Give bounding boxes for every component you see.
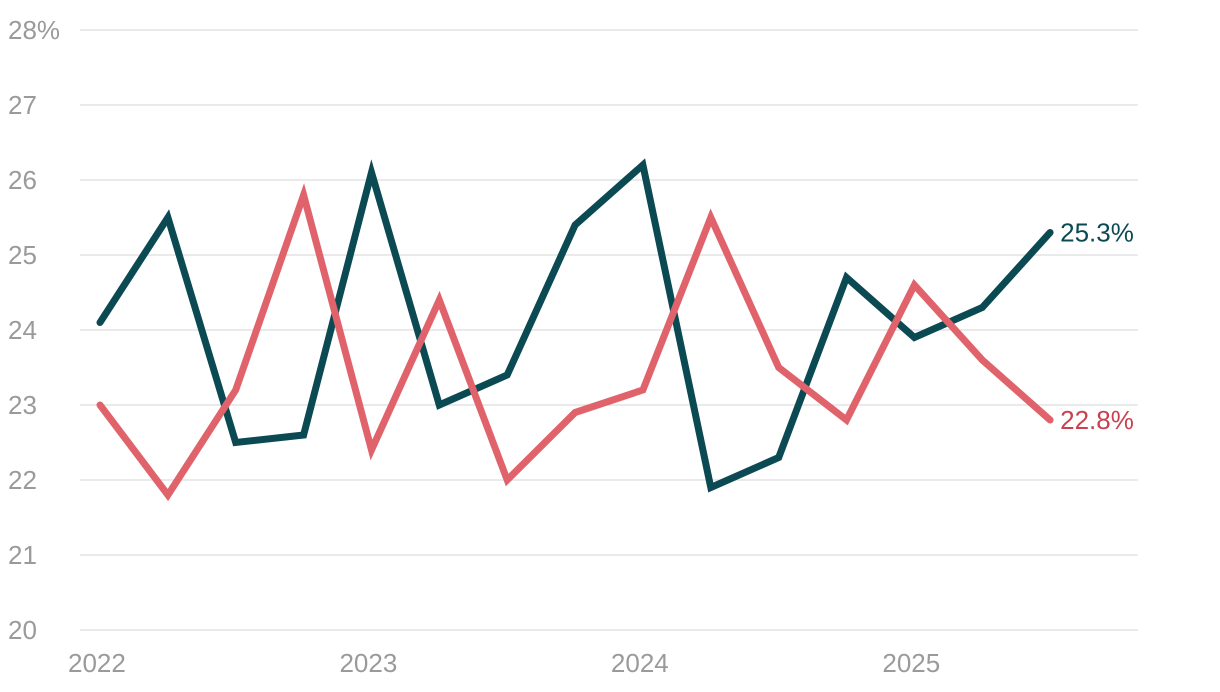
end-labels: 25.3% 22.8% bbox=[1060, 218, 1134, 436]
x-tick-label-2024: 2024 bbox=[611, 648, 669, 678]
gridlines bbox=[80, 29, 1138, 631]
x-tick-label-2025: 2025 bbox=[882, 648, 940, 678]
y-tick-label-20: 20 bbox=[8, 615, 37, 645]
y-tick-label-23: 23 bbox=[8, 390, 37, 420]
y-tick-label-26: 26 bbox=[8, 165, 37, 195]
x-tick-label-2023: 2023 bbox=[339, 648, 397, 678]
y-tick-label-24: 24 bbox=[8, 315, 37, 345]
series-1-end-label: 22.8% bbox=[1060, 405, 1134, 435]
series-line-1 bbox=[96, 183, 1054, 502]
series-lines bbox=[96, 158, 1054, 502]
x-tick-label-2022: 2022 bbox=[68, 648, 126, 678]
series-0-end-label: 25.3% bbox=[1060, 218, 1134, 248]
y-tick-label-27: 27 bbox=[8, 90, 37, 120]
y-tick-label-25: 25 bbox=[8, 240, 37, 270]
y-tick-label-28: 28% bbox=[8, 15, 60, 45]
x-axis-ticks: 2022 2023 2024 2025 bbox=[68, 648, 940, 678]
series-line-0 bbox=[96, 158, 1054, 493]
y-axis-ticks: 20 21 22 23 24 25 26 27 28% bbox=[8, 15, 60, 645]
y-tick-label-21: 21 bbox=[8, 540, 37, 570]
y-tick-label-22: 22 bbox=[8, 465, 37, 495]
